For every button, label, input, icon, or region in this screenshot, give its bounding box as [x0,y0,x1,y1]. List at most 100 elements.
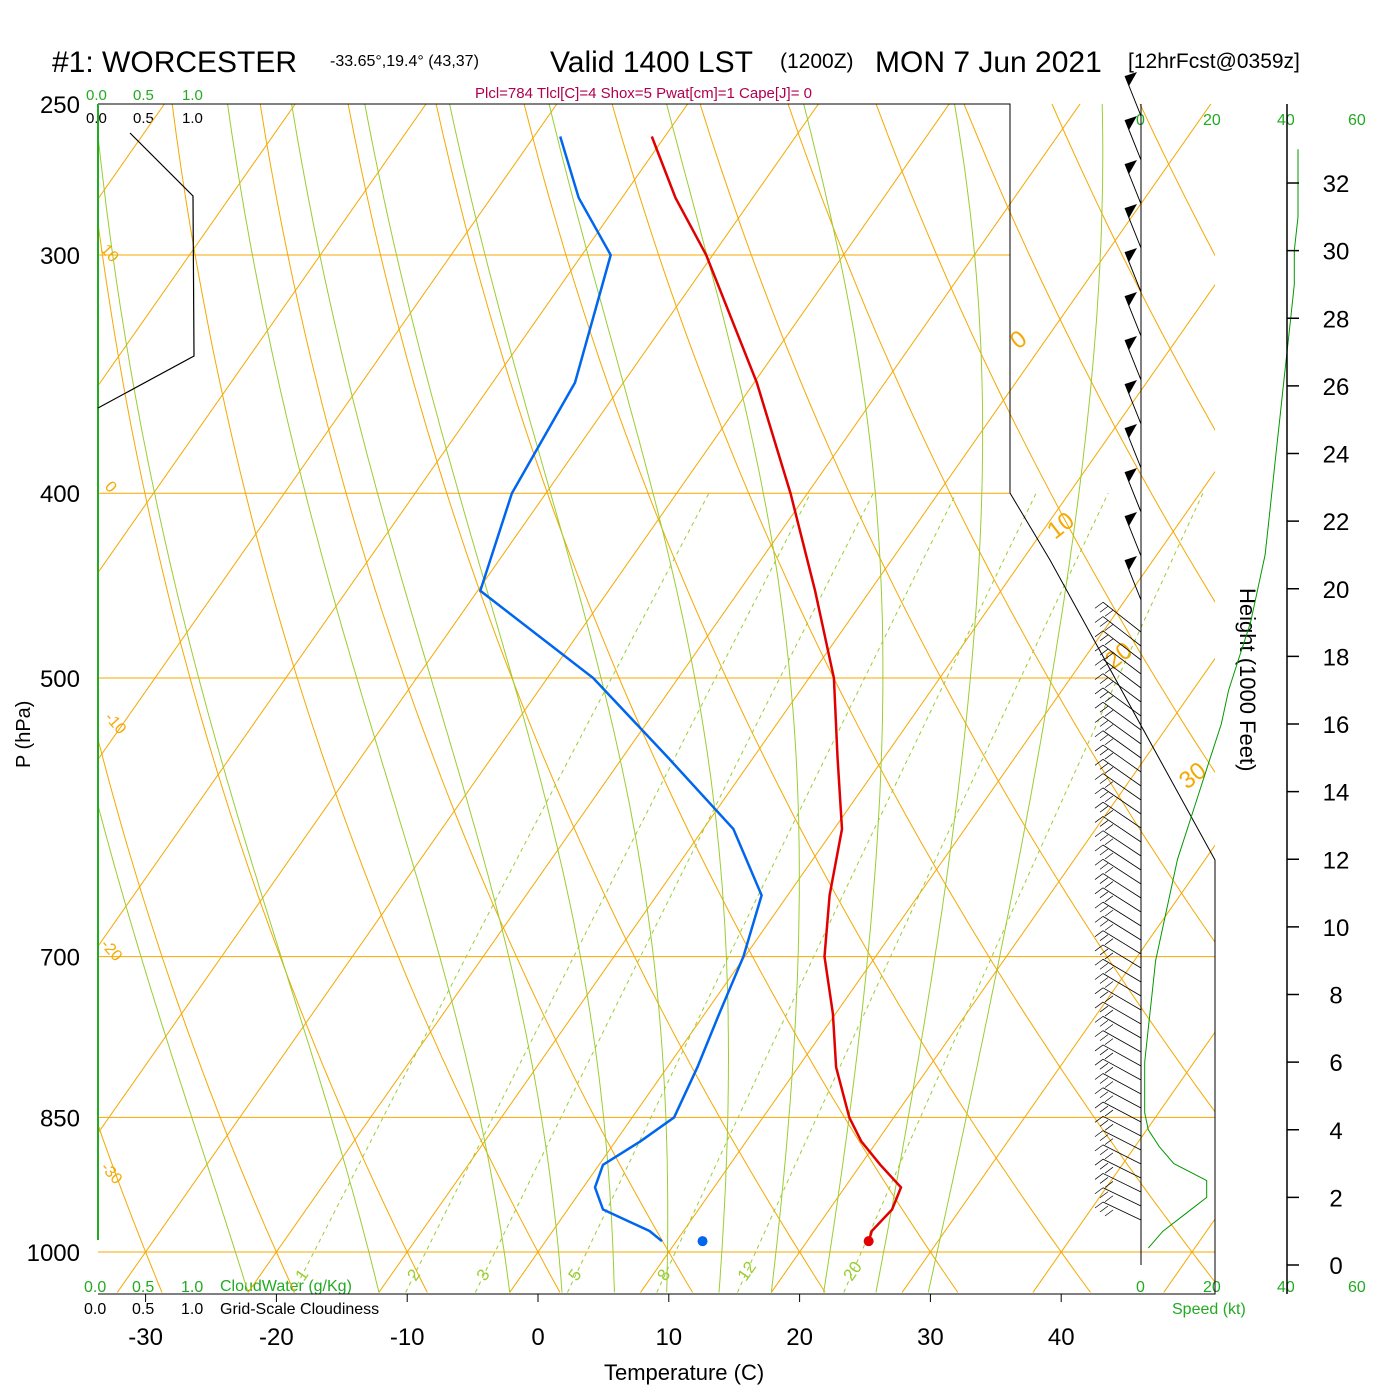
wind-barb-feather [1094,1073,1104,1080]
isotherm-line [98,104,427,574]
wind-barb-feather [1099,605,1109,613]
wind-barb [1102,616,1142,647]
dry-adiabat [435,104,959,1293]
moist-adiabat [227,104,511,1293]
wind-barb-feather [1094,1187,1104,1194]
isotherm-label: 0 [1005,325,1032,355]
wind-barb [1102,716,1142,745]
wind-barb [1102,687,1142,717]
dry-adiabat [963,104,1215,603]
plot-frame [97,103,1216,1295]
wind-barb-feather [1099,720,1109,727]
wind-barb-pennant [1125,72,1137,86]
height-tick-label: 8 [1329,983,1342,1010]
wind-barb-feather [1104,995,1114,1003]
wind-barb-feather [1104,624,1114,631]
wind-barb-feather [1094,787,1104,795]
speed-bottom-tick: 20 [1203,1279,1221,1296]
wind-barb-pennant [1125,248,1137,262]
isotherm-line [98,104,166,200]
wind-barb-feather [1094,1144,1104,1152]
speed-bottom-tick: 0 [1136,1279,1145,1296]
wind-barb-feather [1104,1066,1114,1074]
wind-barb-feather [1104,1095,1114,1103]
isotherm-label: 10 [1042,507,1080,545]
height-axis-title: Height (1000 Feet) [1235,588,1260,771]
speed-bottom-tick: 60 [1348,1279,1366,1296]
isotherm-line [98,104,558,761]
speed-top-tick: 60 [1348,112,1366,129]
wind-barb-feather [1094,744,1104,752]
wind-barb [1102,730,1142,759]
thermo-background [98,104,1215,1293]
wind-barb [1102,673,1142,703]
wind-barb-pennant [1125,556,1137,570]
wind-barb [1124,119,1142,161]
speed-bottom-scale: 0 20 40 60 Speed (kt) [1136,1279,1366,1318]
height-tick-label: 22 [1323,509,1350,536]
wind-barb-feather [1104,1109,1114,1117]
wind-barb [1102,1173,1142,1193]
wind-barb-pennant [1125,336,1137,350]
wind-barb [1102,1030,1142,1053]
wind-barb-feather [1094,1158,1104,1166]
wind-barb-feather [1104,938,1114,945]
wind-barb-feather [1094,844,1104,852]
cloudiness-top-tick: 1.0 [182,110,203,127]
wind-barb-feather [1099,1020,1109,1027]
cloudwater-top-scale: 0.0 0.5 1.0 [86,87,203,104]
height-tick-label: 6 [1329,1050,1342,1077]
pressure-tick-label: 1000 [27,1240,80,1267]
wind-barb [1102,901,1142,927]
isotherm-line [98,104,820,1135]
cloudiness-bottom-tick: 0.5 [132,1301,154,1318]
cloudiness-bottom-tick: 0.0 [84,1301,106,1318]
wind-barb-feather [1104,1166,1114,1174]
surface-temperature-dot [863,1236,874,1247]
wind-barb-feather [1099,620,1109,627]
mixing-ratio-label: 8 [653,1266,674,1285]
wind-barb-feather [1104,895,1114,903]
wind-barb-feather [1099,920,1109,927]
cloudiness-label: Grid-Scale Cloudiness [220,1301,379,1318]
cloudiness-top-scale: 0.0 0.5 1.0 [86,110,203,127]
temperature-trace [650,136,903,1242]
wind-barb [1102,830,1142,857]
wind-barb-feather [1094,887,1104,895]
station-title: #1: WORCESTER [52,46,297,79]
wind-barb-feather [1094,616,1104,623]
wind-barb-feather [1099,1148,1109,1156]
wind-barb-feather [1094,873,1104,880]
wind-barb-feather [1104,738,1114,746]
wind-barb [1124,559,1142,601]
cloudwater-top-tick: 0.0 [86,87,107,104]
wind-barb [1102,916,1142,941]
isotherm-label: 30 [1174,757,1212,795]
wind-barb-feather [1099,1034,1109,1041]
wind-barb-pennant [1125,204,1137,218]
dry-adiabat [171,104,561,1293]
temperature-tick-label: 0 [531,1324,544,1351]
cloudwater-bottom-tick: 1.0 [181,1279,203,1296]
wind-barb-feather [1104,824,1114,831]
wind-barb-feather [1104,867,1114,874]
wind-barb-feather [1099,748,1109,756]
wind-barb [1124,471,1142,513]
moist-adiabat [875,104,984,1293]
isotherm-line [509,283,1215,1293]
wind-barb [1102,644,1142,675]
wind-barb-feather [1099,891,1109,899]
wind-barb-feather [1104,724,1114,731]
mixing-ratio-line [737,492,1109,1293]
isotherm-line [901,844,1215,1293]
moist-adiabat [666,104,800,1293]
wind-barb-pennant [1125,292,1137,306]
station-coords: -33.65°,19.4° (43,37) [330,53,479,70]
dry-adiabat [1051,104,1215,431]
dry-adiabat [347,104,826,1293]
wind-barb [1102,1073,1142,1095]
wind-barb-feather [1094,1016,1104,1023]
wind-barb [1124,339,1142,381]
